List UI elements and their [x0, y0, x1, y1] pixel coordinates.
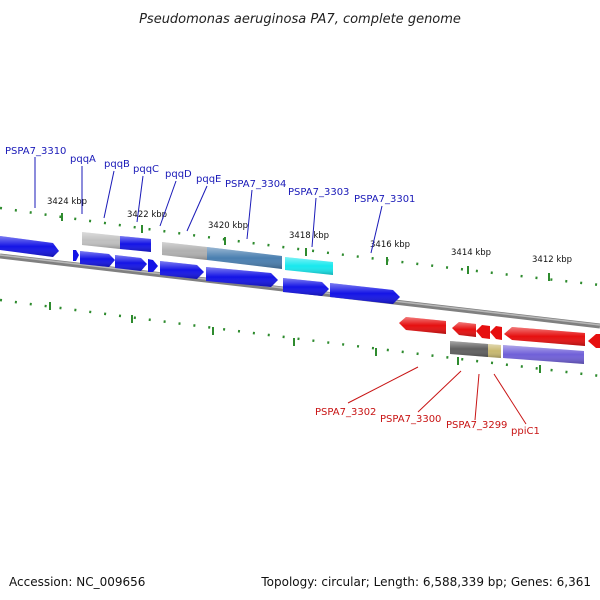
- gene-label-forward[interactable]: PSPA7_3310: [5, 146, 66, 157]
- forward-category-track: [82, 232, 333, 275]
- gene-label-reverse[interactable]: PSPA7_3300: [380, 414, 441, 425]
- tick-label: 3422 kbp: [127, 210, 167, 220]
- gene-label-reverse[interactable]: PSPA7_3299: [446, 420, 507, 431]
- gene-arrow-forward[interactable]: [73, 250, 79, 261]
- gene-arrow-reverse[interactable]: [588, 334, 600, 348]
- gene-label-forward[interactable]: pqqB: [104, 159, 130, 170]
- accession-text: Accession: NC_009656: [9, 575, 145, 589]
- tick-label: 3416 kbp: [370, 240, 410, 250]
- gene-arrow-reverse[interactable]: [490, 326, 502, 340]
- gene-label-forward[interactable]: pqqE: [196, 174, 221, 185]
- tick-label: 3418 kbp: [289, 231, 329, 241]
- gene-label-reverse[interactable]: ppiC1: [511, 426, 540, 437]
- gene-label-forward[interactable]: pqqC: [133, 164, 159, 175]
- outer-dot-track: [0, 206, 600, 287]
- tick-label: 3424 kbp: [47, 197, 87, 207]
- forward-genes-upper: [0, 236, 79, 261]
- reverse-genes: [399, 317, 600, 348]
- gene-arrow-forward[interactable]: [148, 259, 158, 272]
- gene-label-forward[interactable]: pqqA: [70, 154, 96, 165]
- gene-label-forward[interactable]: PSPA7_3303: [288, 187, 349, 198]
- gene-label-forward[interactable]: PSPA7_3301: [354, 194, 415, 205]
- gene-label-reverse[interactable]: PSPA7_3302: [315, 407, 376, 418]
- tick-label: 3420 kbp: [208, 221, 248, 231]
- forward-labels: PSPA7_3310 pqqA pqqB pqqC pqqD pqqE PSPA…: [5, 146, 415, 254]
- forward-genes-lower: [80, 251, 400, 304]
- reverse-category-track: [450, 341, 584, 364]
- gene-label-forward[interactable]: pqqD: [165, 169, 192, 180]
- gene-label-forward[interactable]: PSPA7_3304: [225, 179, 286, 190]
- inner-ticks: [49, 302, 541, 373]
- tick-label: 3414 kbp: [451, 248, 491, 258]
- genome-summary-text: Topology: circular; Length: 6,588,339 bp…: [260, 575, 591, 589]
- map-title: Pseudomonas aeruginosa PA7, complete gen…: [139, 12, 461, 27]
- tick-label: 3412 kbp: [532, 255, 572, 265]
- gene-arrow-reverse[interactable]: [476, 325, 490, 339]
- outer-tick-track: [0, 206, 600, 287]
- reverse-labels: PSPA7_3302 PSPA7_3300 PSPA7_3299 ppiC1: [315, 366, 540, 437]
